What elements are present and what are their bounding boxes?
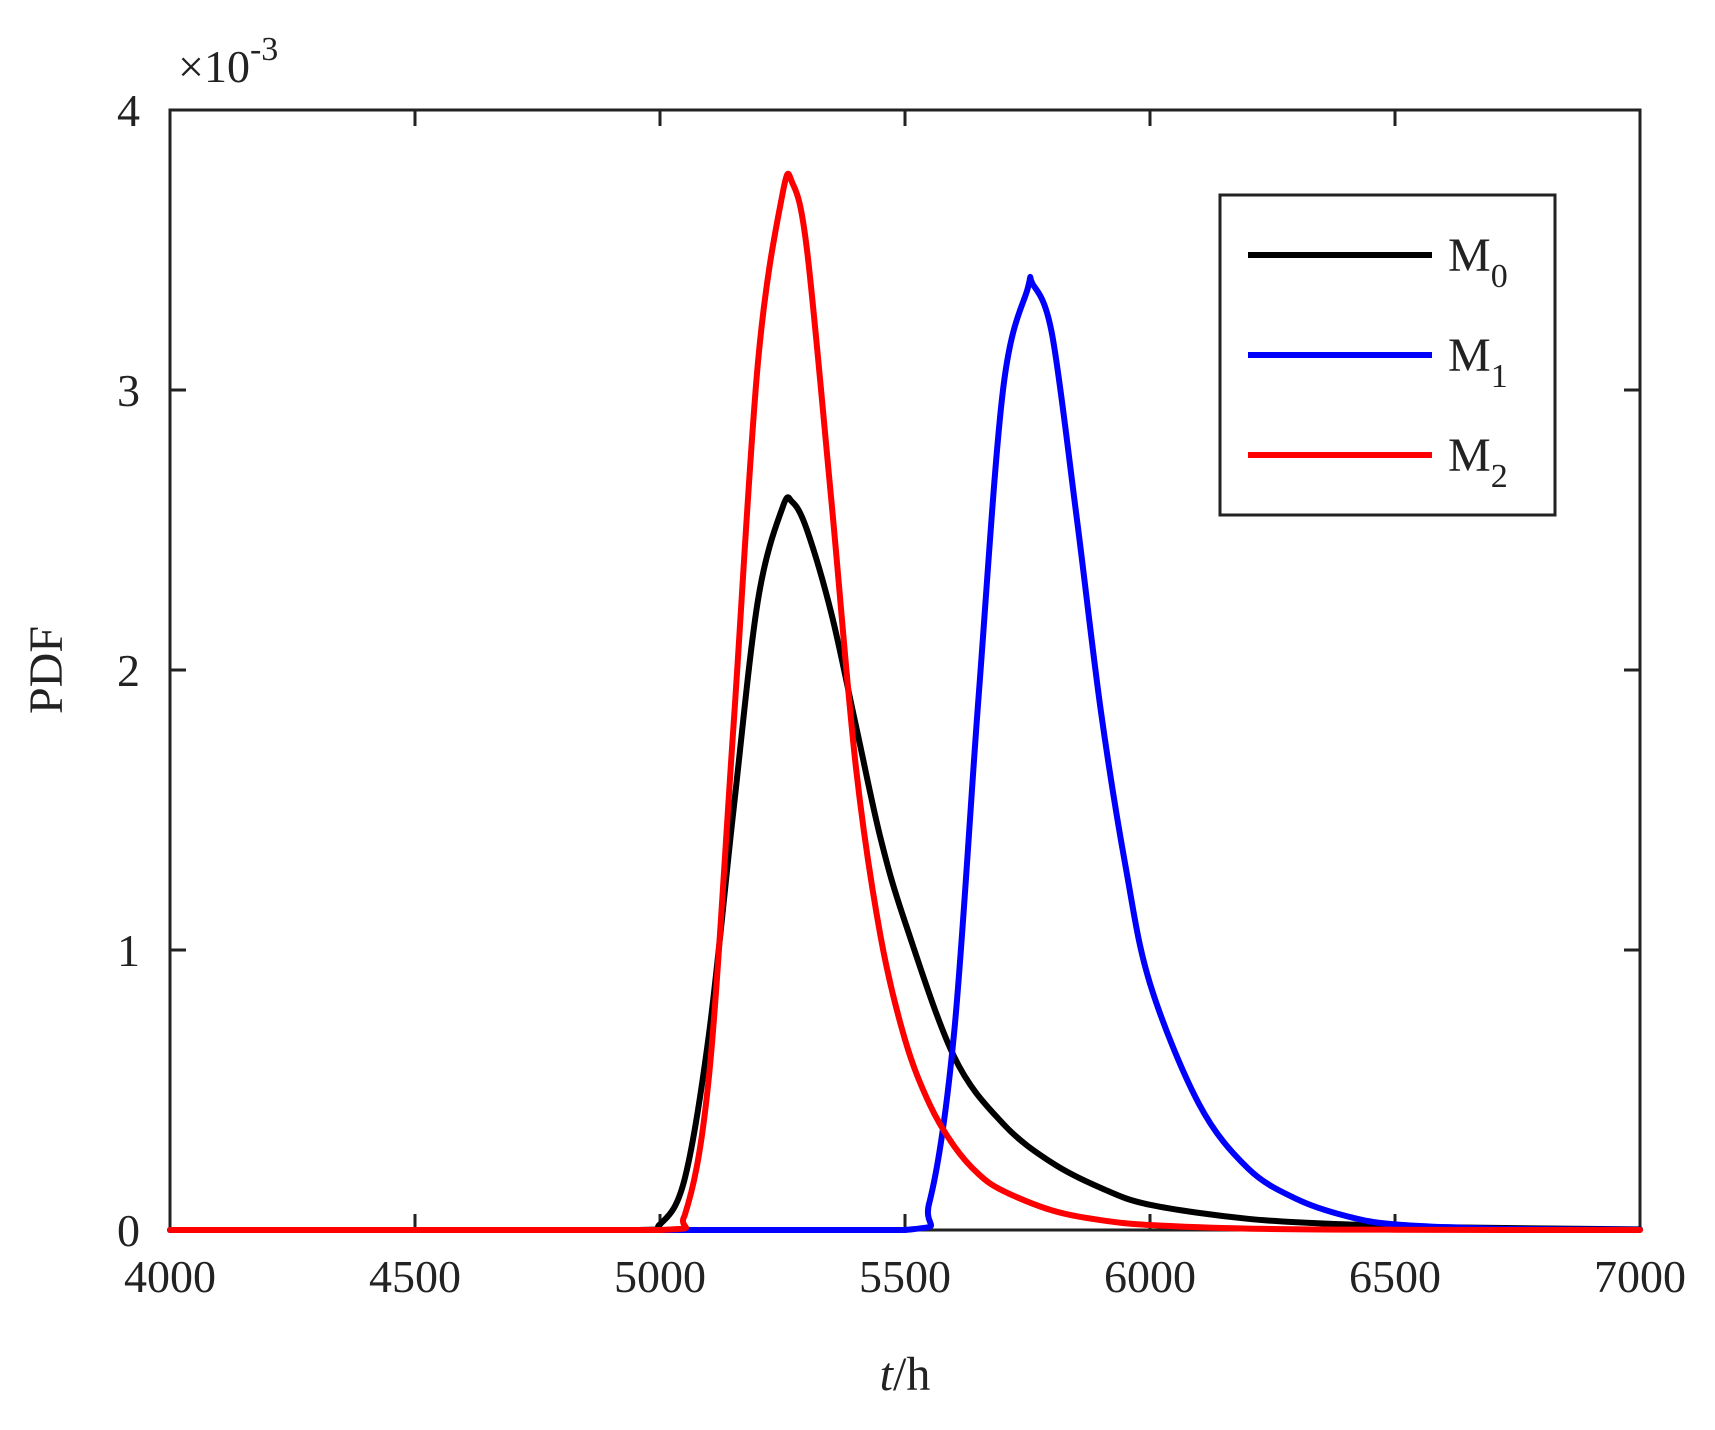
y-tick-label: 1	[117, 925, 140, 976]
y-tick-label: 2	[117, 645, 140, 696]
y-tick-label: 4	[117, 85, 140, 136]
x-tick-label: 6000	[1104, 1251, 1196, 1302]
y-axis-title: PDF	[20, 626, 73, 714]
x-axis-title-unit: /h	[893, 1348, 930, 1401]
legend-label-M0: M0	[1448, 229, 1508, 295]
series-lines	[167, 170, 1643, 1234]
legend-label-M2: M2	[1448, 429, 1508, 495]
legend-label-base: M	[1448, 429, 1491, 482]
y-tick-labels: 0 1 2 3 4	[117, 85, 140, 1256]
x-tick-label: 4500	[369, 1251, 461, 1302]
x-axis-title: t/h	[880, 1348, 931, 1401]
legend-label-subscript: 0	[1491, 258, 1508, 295]
y-axis-multiplier: ×10-3	[178, 31, 278, 92]
y-tick-label: 3	[117, 365, 140, 416]
series-line-M0	[167, 494, 1643, 1234]
x-tick-labels: 4000 4500 5000 5500 6000 6500 7000	[124, 1251, 1686, 1302]
y-multiplier-exponent: -3	[250, 31, 278, 68]
legend-label-M1: M1	[1448, 329, 1508, 395]
y-tick-label: 0	[117, 1205, 140, 1256]
legend-label-subscript: 1	[1491, 358, 1508, 395]
x-tick-label: 5000	[614, 1251, 706, 1302]
legend-label-base: M	[1448, 329, 1491, 382]
legend-label-subscript: 2	[1491, 458, 1508, 495]
x-tick-label: 6500	[1349, 1251, 1441, 1302]
legend-label-base: M	[1448, 229, 1491, 282]
x-tick-label: 7000	[1594, 1251, 1686, 1302]
series-line-M1	[167, 273, 1643, 1234]
x-axis-title-variable: t	[880, 1348, 895, 1401]
series-line-M2	[167, 170, 1643, 1233]
x-tick-label: 4000	[124, 1251, 216, 1302]
x-tick-label: 5500	[859, 1251, 951, 1302]
y-multiplier-prefix: ×10	[178, 41, 250, 92]
